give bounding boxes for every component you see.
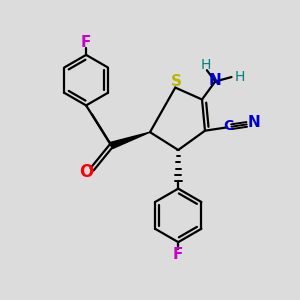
Text: O: O	[80, 163, 94, 181]
Text: F: F	[173, 247, 183, 262]
Text: N: N	[247, 115, 260, 130]
Text: C: C	[224, 119, 234, 133]
Text: N: N	[209, 73, 222, 88]
Polygon shape	[110, 132, 150, 148]
Text: F: F	[81, 35, 91, 50]
Text: S: S	[171, 74, 182, 88]
Text: H: H	[235, 70, 245, 84]
Text: H: H	[200, 58, 211, 72]
